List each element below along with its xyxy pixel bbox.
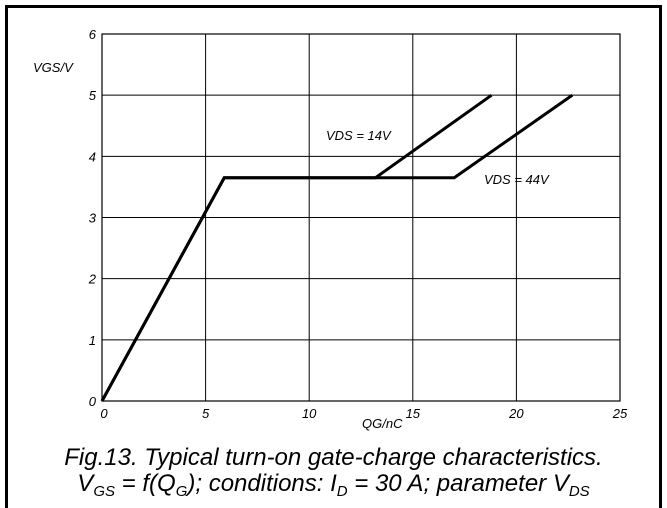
caption-gs-subscript: GS (93, 483, 115, 500)
y-tick-label: 3 (89, 211, 97, 226)
y-axis-label: VGS/V (33, 60, 74, 75)
series-label: VDS = 44V (484, 172, 550, 187)
caption-eq: = f(Q (115, 470, 176, 497)
series-line-vds-44v (100, 93, 574, 402)
series-labels: VDS = 14V VDS = 44V (326, 128, 550, 187)
x-tick-label: 25 (612, 406, 628, 421)
y-tick-label: 4 (89, 149, 96, 164)
caption-parameter: = 30 A; parameter V (347, 470, 569, 497)
y-tick-label: 5 (89, 88, 97, 103)
caption-ds-subscript: DS (568, 483, 590, 500)
y-tick-label: 1 (89, 333, 96, 348)
y-tick-label: 0 (89, 394, 97, 409)
figure-caption-line1: Fig.13. Typical turn-on gate-charge char… (64, 444, 603, 471)
x-axis-label: QG/nC (362, 416, 403, 431)
figure-caption-line2: VGS = f(QG); conditions: ID = 30 A; para… (5, 470, 662, 506)
x-tick-label: 10 (302, 406, 317, 421)
x-tick-label: 15 (406, 406, 421, 421)
x-tick-label: 20 (508, 406, 524, 421)
grid (101, 33, 621, 402)
x-tick-label: 5 (202, 406, 210, 421)
plot-area (101, 33, 621, 402)
caption-d-subscript: D (336, 483, 348, 500)
caption-g-subscript: G (175, 483, 188, 500)
y-tick-label: 2 (88, 272, 97, 287)
figure-frame (5, 5, 662, 508)
x-tick-label: 0 (100, 406, 108, 421)
caption-v: V (77, 470, 94, 497)
caption-conditions: ); conditions: I (187, 470, 337, 497)
series-label: VDS = 14V (326, 128, 392, 143)
y-tick-label: 6 (89, 27, 97, 42)
series-line-vds-14v (100, 93, 493, 402)
series-group (100, 93, 574, 402)
tick-labels: 0 5 10 15 20 25 0 1 2 3 4 5 6 (88, 27, 628, 421)
